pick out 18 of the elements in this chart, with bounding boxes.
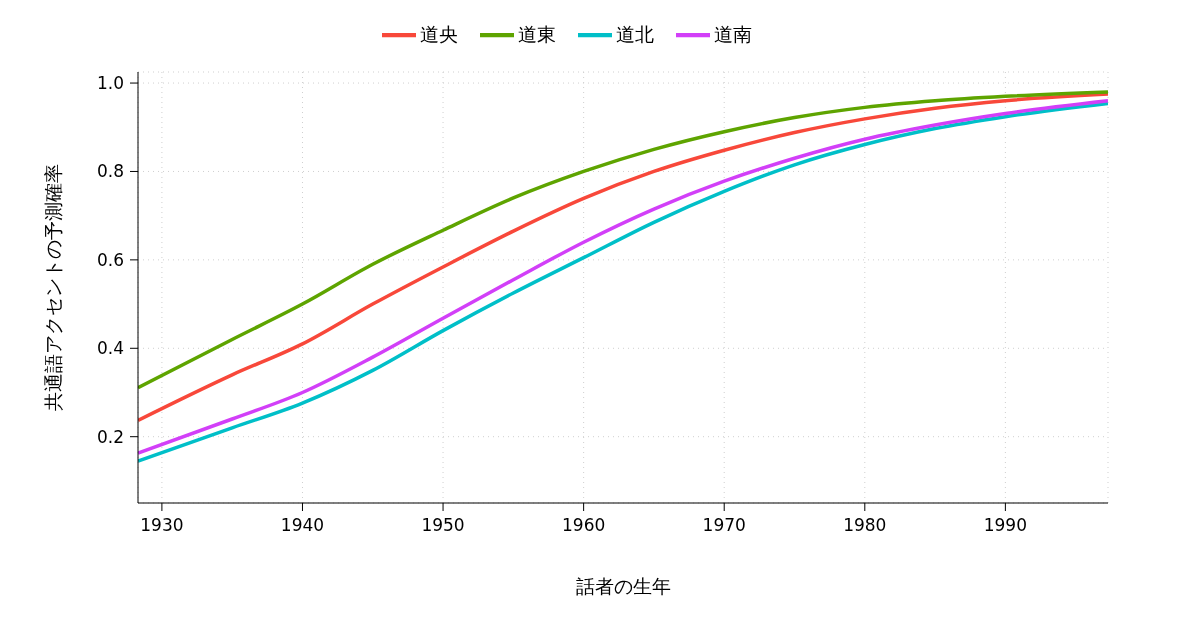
x-tick-label: 1950 bbox=[421, 515, 465, 536]
y-tick-label: 0.6 bbox=[96, 249, 124, 270]
y-tick-label: 0.2 bbox=[96, 426, 124, 447]
y-tick-label: 0.8 bbox=[96, 161, 124, 182]
legend-label: 道東 bbox=[518, 22, 556, 45]
legend-label: 道央 bbox=[420, 22, 458, 45]
x-tick-label: 1990 bbox=[983, 515, 1028, 536]
y-tick-label: 0.4 bbox=[96, 338, 124, 359]
legend-label: 道北 bbox=[616, 22, 654, 45]
y-axis-title: 共通語アクセントの予測確率 bbox=[41, 164, 64, 411]
legend-label: 道南 bbox=[714, 22, 752, 45]
x-tick-label: 1930 bbox=[140, 515, 184, 536]
x-tick-label: 1980 bbox=[843, 515, 887, 536]
y-tick-label: 1.0 bbox=[96, 73, 124, 94]
x-tick-label: 1960 bbox=[562, 515, 606, 536]
x-tick-label: 1970 bbox=[702, 515, 746, 536]
x-axis-title: 話者の生年 bbox=[575, 575, 671, 597]
x-tick-label: 1940 bbox=[280, 515, 325, 536]
